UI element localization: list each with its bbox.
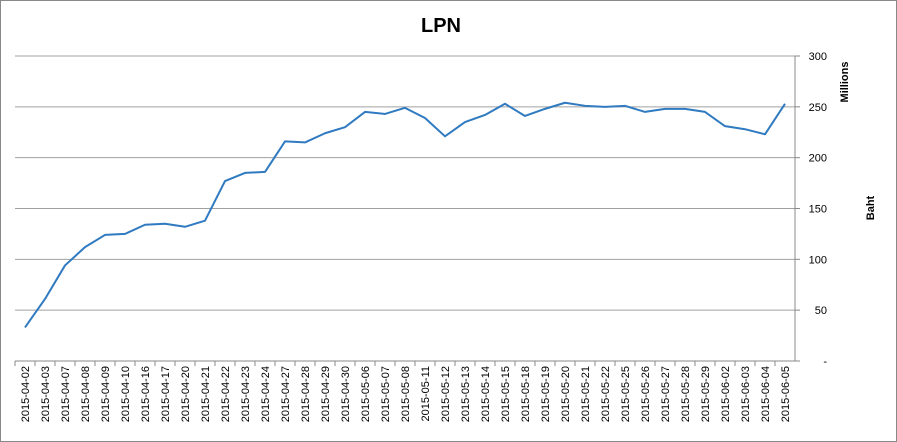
x-tick-label: 2015-04-22 [220,366,232,422]
x-tick-label: 2015-04-03 [40,366,52,422]
x-tick-label: 2015-06-04 [760,366,772,422]
data-line [24,101,786,329]
x-tick-label: 2015-05-12 [440,366,452,422]
x-tick-label: 2015-04-09 [100,366,112,422]
x-tick-label: 2015-05-27 [660,366,672,422]
x-tick-label: 2015-04-24 [260,366,272,422]
x-tick-label: 2015-05-25 [620,366,632,422]
y-tick-label: 250 [809,102,827,114]
x-tick-label: 2015-05-20 [560,366,572,422]
x-tick-label: 2015-04-10 [120,366,132,422]
x-tick-label: 2015-04-20 [180,366,192,422]
x-tick-label: 2015-04-16 [140,366,152,422]
x-tick-label: 2015-05-11 [420,366,432,421]
x-tick-label: 2015-06-02 [720,366,732,422]
x-tick-label: 2015-06-05 [780,366,792,422]
x-tick-label: 2015-05-26 [640,366,652,422]
x-tick-label: 2015-04-28 [300,366,312,422]
y-axis-unit: Millions [839,62,851,103]
x-tick-label: 2015-05-15 [500,366,512,422]
y-tick-label: 200 [809,153,827,165]
x-tick-label: 2015-04-30 [340,366,352,422]
x-tick-label: 2015-04-07 [60,366,72,422]
y-tick-label: 50 [815,305,827,317]
y-axis-label: Baht [865,195,877,220]
y-tick-label: - [823,356,827,368]
x-tick-label: 2015-04-02 [20,366,32,422]
x-tick-label: 2015-05-29 [700,366,712,422]
y-tick-label: 100 [809,254,827,266]
x-tick-label: 2015-05-07 [380,366,392,422]
x-tick-label: 2015-05-22 [600,366,612,422]
y-tick-label: 300 [809,51,827,63]
x-tick-label: 2015-04-21 [200,366,212,422]
x-tick-label: 2015-05-28 [680,366,692,422]
x-tick-label: 2015-04-23 [240,366,252,422]
x-tick-label: 2015-04-29 [320,366,332,422]
x-tick-label: 2015-04-27 [280,366,292,422]
x-tick-label: 2015-05-18 [520,366,532,422]
x-tick-label: 2015-04-08 [80,366,92,422]
x-tick-label: 2015-06-03 [740,366,752,422]
x-tick-label: 2015-04-17 [160,366,172,422]
x-tick-label: 2015-05-08 [400,366,412,422]
chart-title: LPN [421,15,461,37]
x-tick-label: 2015-05-14 [480,366,492,422]
x-tick-label: 2015-05-06 [360,366,372,422]
x-tick-label: 2015-05-21 [580,366,592,422]
y-tick-label: 150 [809,204,827,216]
x-tick-label: 2015-05-19 [540,366,552,422]
x-tick-label: 2015-05-13 [460,366,472,422]
